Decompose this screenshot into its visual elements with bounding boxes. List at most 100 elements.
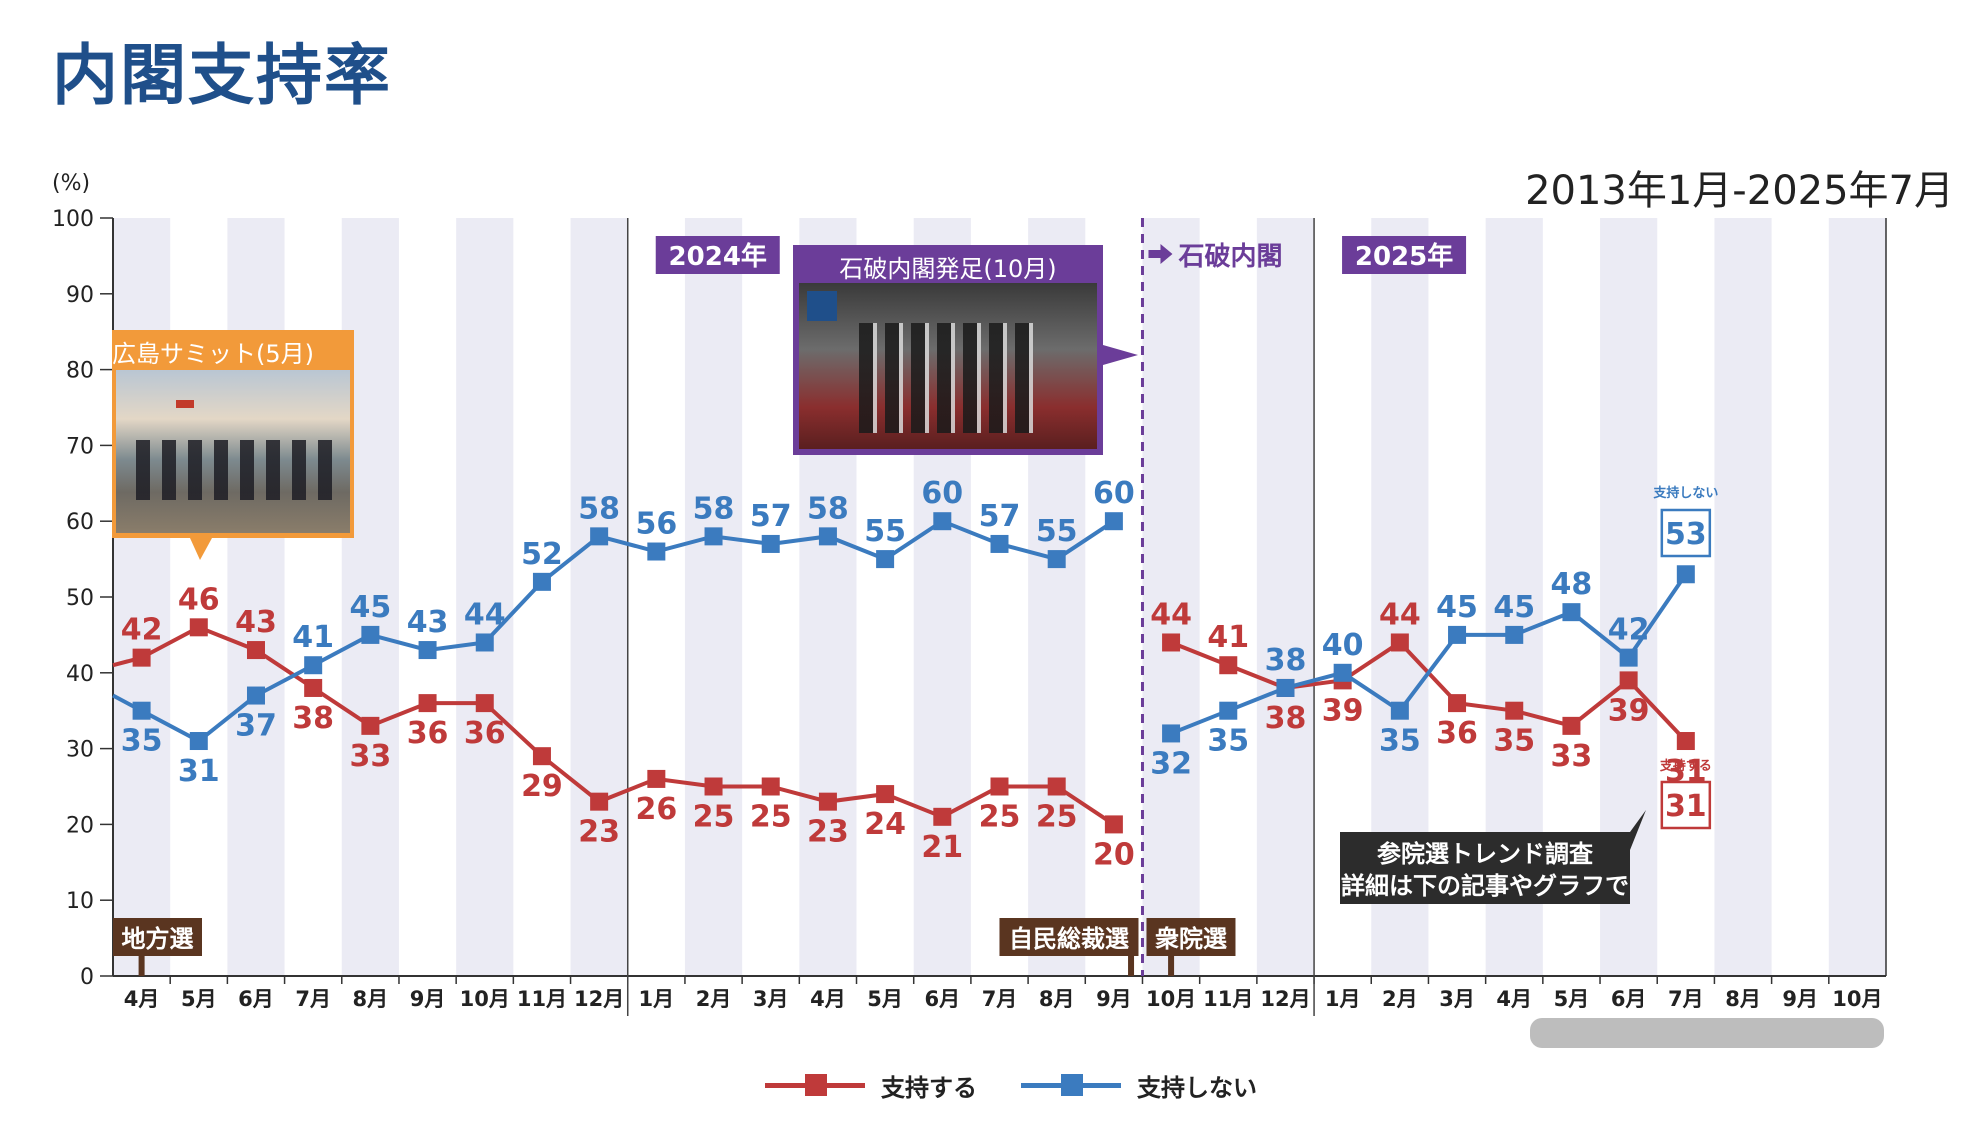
year-badge bbox=[655, 236, 780, 274]
nonsupport-value-label: 57 bbox=[979, 499, 1021, 534]
event-marker bbox=[1168, 956, 1175, 976]
support-value-label: 38 bbox=[292, 701, 334, 736]
series-marker-0 bbox=[590, 792, 609, 811]
x-tick-label: 3月 bbox=[1439, 987, 1475, 1011]
nonsupport-value-label: 52 bbox=[521, 537, 563, 572]
nonsupport-value-label: 45 bbox=[1436, 590, 1478, 625]
support-value-label: 44 bbox=[1379, 597, 1421, 632]
latest-nonsupport-caption: 支持しない bbox=[1652, 485, 1718, 501]
x-tick-label: 5月 bbox=[867, 987, 903, 1011]
y-tick-label: 80 bbox=[66, 359, 94, 384]
series-lines bbox=[112, 512, 1695, 834]
x-tick-label: 8月 bbox=[1039, 987, 1075, 1011]
event-label: 自民総裁選 bbox=[1009, 925, 1129, 953]
support-value-label: 25 bbox=[750, 800, 792, 835]
latest-nonsupport-value: 53 bbox=[1665, 517, 1707, 552]
series-line-1 bbox=[1170, 573, 1688, 736]
nonsupport-value-label: 56 bbox=[635, 507, 677, 542]
series-marker-0 bbox=[990, 777, 1009, 796]
nonsupport-value-label: 44 bbox=[464, 597, 506, 632]
x-tick-label: 6月 bbox=[924, 987, 960, 1011]
trend-callout-box bbox=[1340, 810, 1646, 904]
x-tick-label: 1月 bbox=[1325, 987, 1361, 1011]
series-marker-0 bbox=[532, 747, 551, 766]
value-labels: 42 46 43 38 33 36 36 29 23 26 25 25 23 24 21 25 25 20 44 41… bbox=[121, 476, 1719, 872]
series-marker-1 bbox=[1047, 550, 1066, 569]
y-tick-label: 100 bbox=[52, 207, 94, 232]
support-value-label: 23 bbox=[578, 815, 620, 850]
series-marker-1 bbox=[132, 701, 151, 720]
nonsupport-value-label: 35 bbox=[1379, 724, 1421, 759]
year-badge bbox=[1342, 236, 1467, 274]
hiroshima-callout-title: 広島サミット(5月) bbox=[112, 340, 314, 368]
series-marker-0 bbox=[1390, 633, 1409, 652]
legend-support: 支持する bbox=[765, 1068, 977, 1103]
support-value-label: 36 bbox=[1436, 716, 1478, 751]
x-tick-label: 1月 bbox=[639, 987, 675, 1011]
support-value-label: 24 bbox=[864, 807, 906, 842]
series-marker-1 bbox=[876, 550, 895, 569]
nonsupport-value-label: 55 bbox=[1036, 514, 1078, 549]
x-tick-labels: 4月 5月 6月 7月 8月 9月 10月 11月 12月 1月 2月 3月 4月 5月 6月 7月 8月 9月 1… bbox=[124, 987, 1883, 1011]
x-tick-label: 5月 bbox=[181, 987, 217, 1011]
x-tick-label: 11月 bbox=[517, 987, 567, 1011]
nonsupport-value-label: 57 bbox=[750, 499, 792, 534]
cabinet-photo bbox=[799, 283, 1097, 449]
year-label: 2025年 bbox=[1355, 241, 1453, 272]
x-tick-label: 3月 bbox=[753, 987, 789, 1011]
hiroshima-pointer bbox=[190, 538, 212, 560]
y-tick-label: 70 bbox=[66, 434, 94, 459]
support-value-label: 20 bbox=[1093, 837, 1135, 872]
x-tick-label: 7月 bbox=[982, 987, 1018, 1011]
y-tick-label: 10 bbox=[66, 889, 94, 914]
support-value-label: 25 bbox=[1036, 800, 1078, 835]
series-marker-1 bbox=[475, 633, 494, 652]
nonsupport-value-label: 45 bbox=[1493, 590, 1535, 625]
legend-nonsupport: 支持しない bbox=[1021, 1068, 1257, 1103]
series-marker-0 bbox=[361, 716, 380, 735]
series-marker-1 bbox=[818, 527, 837, 546]
series-marker-1 bbox=[1219, 701, 1238, 720]
x-tick-label: 7月 bbox=[1668, 987, 1704, 1011]
x-tick-label: 12月 bbox=[574, 987, 624, 1011]
series-marker-1 bbox=[990, 534, 1009, 553]
y-tick-labels: (%) 0 10 20 30 40 50 60 70 80 90 100 bbox=[52, 171, 94, 990]
series-marker-0 bbox=[1448, 694, 1467, 713]
series-marker-1 bbox=[1676, 565, 1695, 584]
support-value-label: 25 bbox=[693, 800, 735, 835]
ishiba-callout-title: 石破内閣発足(10月) bbox=[839, 255, 1057, 283]
series-marker-1 bbox=[1390, 701, 1409, 720]
series-marker-0 bbox=[876, 785, 895, 804]
series-marker-0 bbox=[761, 777, 780, 796]
series-marker-1 bbox=[647, 542, 666, 561]
series-marker-0 bbox=[704, 777, 723, 796]
series-marker-0 bbox=[132, 648, 151, 667]
support-value-label: 21 bbox=[921, 830, 963, 865]
series-marker-1 bbox=[1104, 512, 1123, 531]
nonsupport-value-label: 58 bbox=[807, 491, 849, 526]
horizontal-scrollbar[interactable] bbox=[1530, 1018, 1884, 1048]
series-marker-1 bbox=[304, 656, 323, 675]
series-marker-0 bbox=[647, 769, 666, 788]
nonsupport-value-label: 58 bbox=[693, 491, 735, 526]
support-value-label: 39 bbox=[1608, 693, 1650, 728]
event-label: 衆院選 bbox=[1155, 925, 1227, 953]
series-marker-0 bbox=[189, 618, 208, 637]
nonsupport-value-label: 42 bbox=[1608, 613, 1650, 648]
summit-photo bbox=[116, 370, 350, 533]
x-tick-label: 7月 bbox=[295, 987, 331, 1011]
y-tick-label: 60 bbox=[66, 510, 94, 535]
ishiba-callout: 石破内閣発足(10月) bbox=[793, 245, 1103, 455]
x-tick-label: 9月 bbox=[1782, 987, 1818, 1011]
series-marker-0 bbox=[1619, 671, 1638, 690]
nhk-news-icon bbox=[807, 291, 837, 321]
support-value-label: 46 bbox=[178, 582, 220, 617]
column-stripe bbox=[570, 218, 628, 976]
nonsupport-value-label: 38 bbox=[1265, 643, 1307, 678]
series-marker-1 bbox=[1448, 625, 1467, 644]
event-marker bbox=[1128, 956, 1135, 976]
x-tick-label: 10月 bbox=[1146, 987, 1196, 1011]
nonsupport-value-label: 60 bbox=[1093, 476, 1135, 511]
series-marker-0 bbox=[933, 807, 952, 826]
